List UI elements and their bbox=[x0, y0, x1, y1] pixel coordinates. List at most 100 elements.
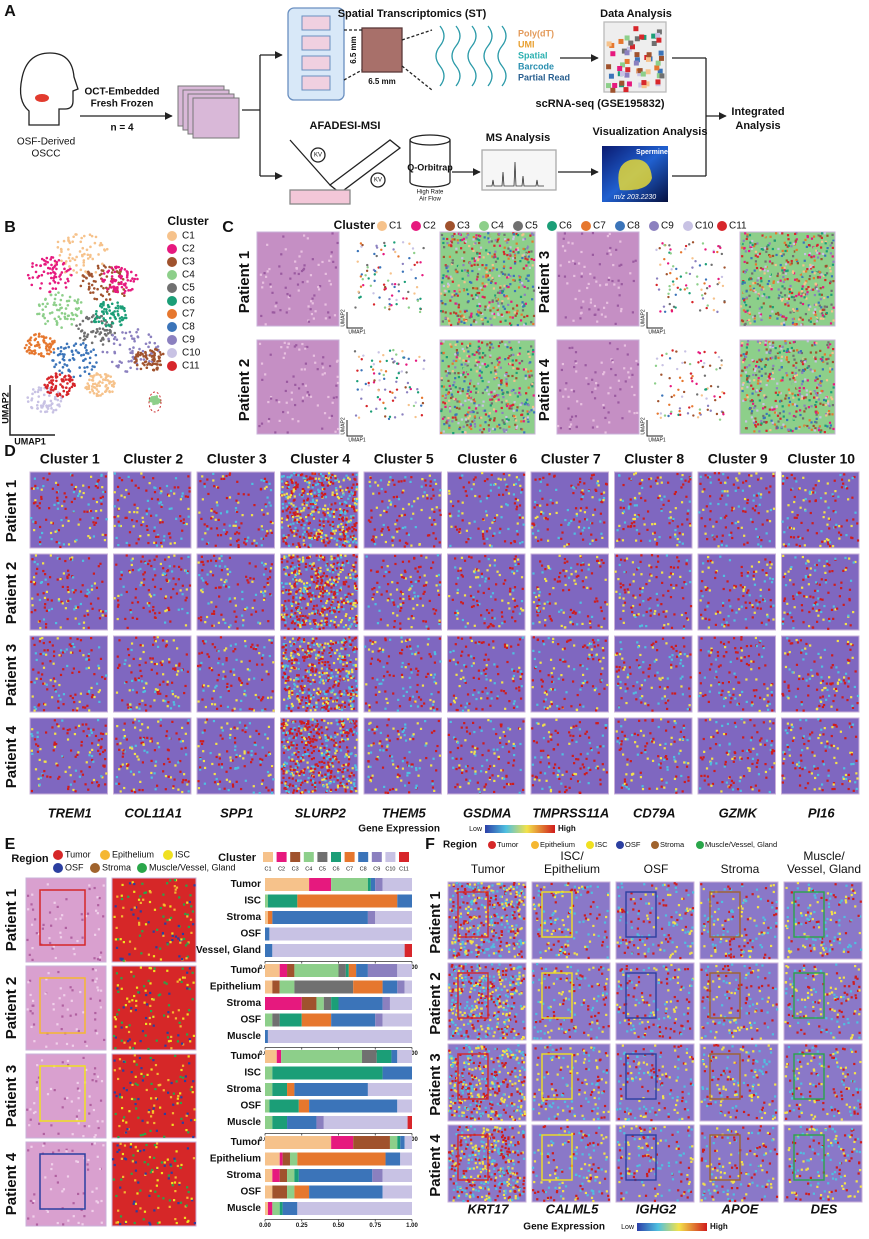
spot bbox=[459, 428, 462, 431]
spot bbox=[476, 238, 479, 241]
spot bbox=[748, 294, 751, 297]
spot bbox=[503, 265, 506, 268]
umap-point bbox=[90, 234, 94, 238]
legend-label: C10 bbox=[695, 221, 714, 232]
spot bbox=[468, 316, 471, 319]
spot bbox=[97, 785, 100, 788]
umap-point bbox=[105, 308, 108, 311]
umap-point bbox=[423, 359, 426, 362]
spot bbox=[521, 256, 524, 260]
spot bbox=[168, 532, 171, 535]
spot bbox=[748, 305, 752, 309]
spot bbox=[497, 363, 500, 366]
spot bbox=[104, 614, 107, 617]
umap-point bbox=[34, 333, 37, 336]
umap-point bbox=[388, 302, 391, 306]
spot bbox=[334, 430, 337, 433]
spot bbox=[516, 248, 520, 252]
spot bbox=[478, 374, 481, 377]
spot bbox=[103, 764, 106, 767]
spot bbox=[781, 315, 784, 318]
spot bbox=[476, 263, 479, 266]
spot bbox=[830, 275, 834, 278]
spot bbox=[812, 255, 816, 258]
spot bbox=[167, 775, 170, 778]
spot bbox=[328, 364, 332, 368]
spot bbox=[753, 317, 756, 320]
umap-point bbox=[83, 331, 86, 335]
spot bbox=[777, 288, 780, 291]
column-header: Cluster 3 bbox=[207, 451, 267, 467]
spot bbox=[58, 541, 61, 545]
spot bbox=[466, 424, 469, 427]
spot bbox=[101, 495, 104, 498]
umap-point bbox=[90, 388, 94, 391]
umap-point bbox=[50, 263, 53, 267]
spot bbox=[99, 496, 102, 500]
spot bbox=[448, 384, 451, 388]
umap-point bbox=[68, 295, 72, 299]
spot bbox=[745, 304, 748, 307]
spot bbox=[768, 296, 771, 299]
spot bbox=[814, 356, 817, 359]
spot bbox=[499, 276, 503, 279]
umap-point bbox=[136, 277, 139, 281]
umap-point bbox=[95, 394, 99, 398]
umap-point bbox=[142, 358, 146, 361]
spot bbox=[148, 507, 151, 510]
spot bbox=[821, 408, 824, 411]
spot bbox=[496, 308, 499, 311]
spot bbox=[187, 515, 190, 518]
spot bbox=[122, 728, 125, 732]
spot bbox=[332, 396, 335, 399]
umap-point bbox=[409, 387, 412, 391]
spot bbox=[748, 234, 752, 237]
spot bbox=[71, 671, 74, 674]
analysis-spot bbox=[658, 50, 664, 56]
spot bbox=[286, 346, 289, 349]
spot bbox=[139, 736, 142, 739]
spot bbox=[508, 353, 511, 356]
spot bbox=[97, 565, 100, 568]
spot bbox=[604, 416, 607, 420]
spot bbox=[826, 425, 829, 428]
umap-point bbox=[46, 302, 49, 306]
spot bbox=[504, 319, 507, 322]
spot bbox=[508, 407, 511, 410]
spot bbox=[464, 414, 467, 417]
spot bbox=[129, 746, 132, 749]
spot bbox=[444, 317, 447, 320]
umap-point bbox=[114, 306, 118, 310]
umap-point bbox=[686, 412, 690, 415]
spot bbox=[813, 246, 816, 249]
spot bbox=[275, 399, 278, 402]
legend-label: C4 bbox=[182, 270, 195, 281]
spot bbox=[491, 263, 494, 267]
spot bbox=[232, 524, 235, 527]
spot bbox=[791, 318, 794, 321]
spot bbox=[788, 391, 791, 395]
umap-point bbox=[683, 361, 687, 364]
umap-point bbox=[407, 357, 410, 361]
spot bbox=[142, 690, 145, 694]
spot bbox=[441, 359, 444, 362]
spot bbox=[487, 424, 490, 427]
spot bbox=[501, 254, 504, 258]
spot bbox=[134, 596, 137, 599]
umap-point bbox=[361, 243, 364, 247]
umap-point bbox=[670, 410, 673, 414]
spot bbox=[489, 398, 492, 401]
spot bbox=[448, 255, 452, 258]
spot bbox=[469, 411, 472, 414]
umap-point bbox=[388, 308, 391, 311]
spot bbox=[752, 387, 755, 390]
spot bbox=[35, 677, 38, 680]
spot bbox=[826, 234, 829, 237]
spot bbox=[133, 718, 137, 721]
spot bbox=[160, 545, 164, 548]
umap-point bbox=[419, 297, 422, 300]
spot bbox=[626, 353, 629, 356]
spot bbox=[130, 563, 133, 567]
spot bbox=[787, 388, 791, 391]
spot bbox=[777, 313, 780, 316]
